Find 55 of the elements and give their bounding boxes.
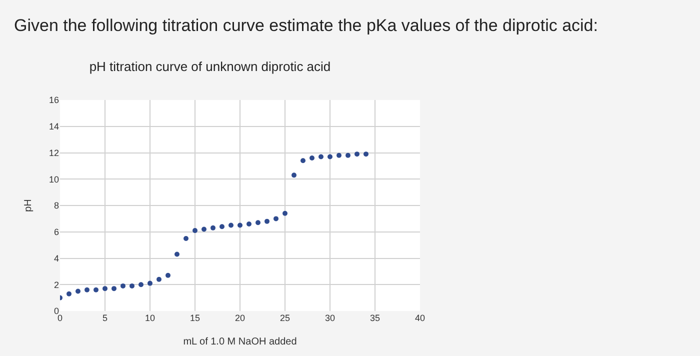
- y-tick-label: 14: [48, 122, 59, 132]
- x-tick-label: 25: [280, 313, 290, 323]
- point: [130, 283, 134, 288]
- point: [328, 154, 332, 160]
- point: [354, 152, 360, 157]
- y-tick-label: 0: [54, 306, 59, 316]
- point: [228, 222, 234, 228]
- point: [138, 282, 144, 288]
- y-tick-label: 6: [54, 227, 59, 238]
- y-tick-label: 4: [54, 253, 59, 264]
- point: [156, 276, 162, 282]
- x-tick-label: 30: [324, 313, 336, 323]
- point: [246, 221, 252, 226]
- point: [84, 287, 90, 292]
- point: [274, 216, 278, 222]
- point: [238, 222, 242, 228]
- point: [192, 228, 198, 234]
- text: Given the following titration curve estimate the pKa values of the diprotic acid:: [14, 16, 598, 35]
- point: [102, 286, 108, 292]
- point: [256, 220, 260, 226]
- point: [76, 288, 80, 294]
- x-tick-label: 35: [370, 313, 380, 323]
- y-tick-label: 10: [48, 174, 59, 184]
- point: [112, 286, 116, 292]
- point: [318, 154, 324, 160]
- point: [166, 272, 170, 278]
- point: [120, 283, 126, 288]
- y-tick-label: 8: [54, 200, 59, 211]
- x-tick-label: 20: [234, 313, 246, 323]
- point: [292, 172, 296, 178]
- x-axis-title: mL of 1.0 M NaOH added: [183, 336, 297, 348]
- x-tick-label: 15: [190, 313, 200, 323]
- point: [210, 225, 216, 230]
- x-tick-label: 5: [102, 313, 108, 323]
- point: [174, 252, 180, 257]
- point: [300, 158, 306, 164]
- point: [148, 280, 152, 286]
- point: [364, 152, 368, 157]
- point: [310, 156, 314, 161]
- point: [94, 287, 98, 292]
- point: [282, 210, 288, 216]
- point: [202, 226, 206, 232]
- point: [336, 152, 342, 158]
- x-tick-label: 40: [414, 313, 426, 323]
- point: [346, 152, 350, 158]
- chart-title: pH titration curve of unknown diprotic acid: [89, 59, 331, 74]
- y-axis-title: pH: [22, 199, 34, 212]
- y-tick-label: 2: [54, 280, 59, 290]
- point: [184, 236, 188, 241]
- point: [66, 291, 72, 296]
- y-tick-label: 16: [48, 95, 59, 106]
- point: [220, 224, 224, 230]
- x-tick-label: 10: [144, 313, 156, 323]
- y-tick-label: 12: [48, 148, 59, 158]
- point: [264, 218, 270, 224]
